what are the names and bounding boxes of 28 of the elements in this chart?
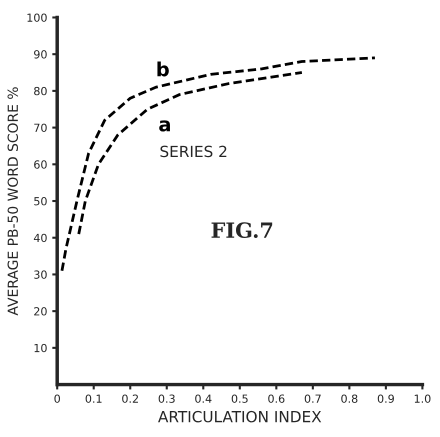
y-tick-label: 50 (34, 196, 47, 206)
y-tick-label: 10 (34, 344, 47, 352)
annotation: SERIES 2 (160, 146, 226, 158)
y-tick-label: 90 (34, 50, 47, 59)
x-tick-label: 0 (54, 394, 60, 403)
x-tick-label: 0.7 (304, 394, 321, 403)
y-tick-label: 80 (34, 86, 47, 96)
x-tick-label: 0.2 (122, 394, 138, 403)
y-tick-label: 70 (34, 124, 47, 132)
x-tick-label: 0.5 (232, 394, 248, 403)
series-label: a (159, 120, 170, 132)
y-tick-label: 40 (34, 234, 47, 242)
x-tick-label: 0.6 (268, 394, 284, 403)
x-tick-label: 0.9 (378, 394, 394, 403)
x-tick-label: 0.3 (158, 394, 175, 403)
x-tick-label: 0.8 (341, 394, 358, 403)
x-tick-label: 0.4 (195, 394, 212, 403)
x-tick-label: 1.0 (414, 394, 430, 403)
y-tick-label: 20 (34, 307, 47, 316)
y-tick-label: 100 (27, 13, 47, 22)
x-axis-title: ARTICULATION INDEX (158, 410, 322, 422)
y-tick-label: 30 (34, 270, 47, 279)
y-axis-title: AVERAGE PB-50 WORD SCORE % (8, 87, 18, 316)
y-tick-label: 60 (34, 160, 47, 169)
line-series (60, 56, 376, 272)
series-label: b (157, 61, 169, 76)
x-tick-label: 0.1 (86, 394, 102, 403)
annotation: FIG.7 (212, 222, 272, 238)
